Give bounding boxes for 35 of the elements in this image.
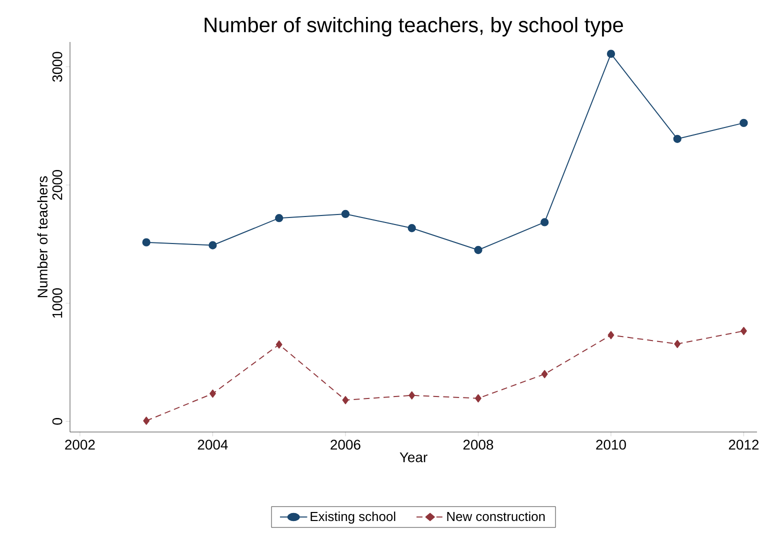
point [475,394,482,402]
y-tick-label: 3000 [52,52,62,82]
x-axis-title: Year [400,452,428,462]
point [474,246,482,254]
x-tick-label: 2004 [198,440,228,450]
point [341,210,350,218]
point [342,396,349,404]
point [142,238,150,246]
legend-label: New construction [447,512,545,522]
chart-title: Number of switching teachers, by school type [204,16,623,36]
y-tick-label: 2000 [52,170,62,200]
point [608,331,614,340]
point [408,391,416,400]
y-tick-label: 1000 [52,288,62,318]
point [740,118,748,128]
y-tick-label: 0 [52,418,62,425]
point [541,370,548,378]
point [674,340,681,348]
point [275,214,284,222]
point [540,218,549,226]
point [740,326,747,336]
x-tick-label: 2012 [728,440,759,450]
x-tick-label: 2010 [596,440,626,450]
y-axis-title: Number of teachers [37,176,48,298]
x-tick-label: 2002 [65,440,95,450]
point [673,134,682,143]
x-tick-label: 2008 [463,440,494,450]
legend-label: Existing school [310,512,396,524]
point [408,224,416,232]
point [143,416,150,425]
x-tick-label: 2006 [330,440,360,450]
point [208,241,217,250]
point [210,390,216,398]
point [276,340,282,349]
point [606,50,616,58]
